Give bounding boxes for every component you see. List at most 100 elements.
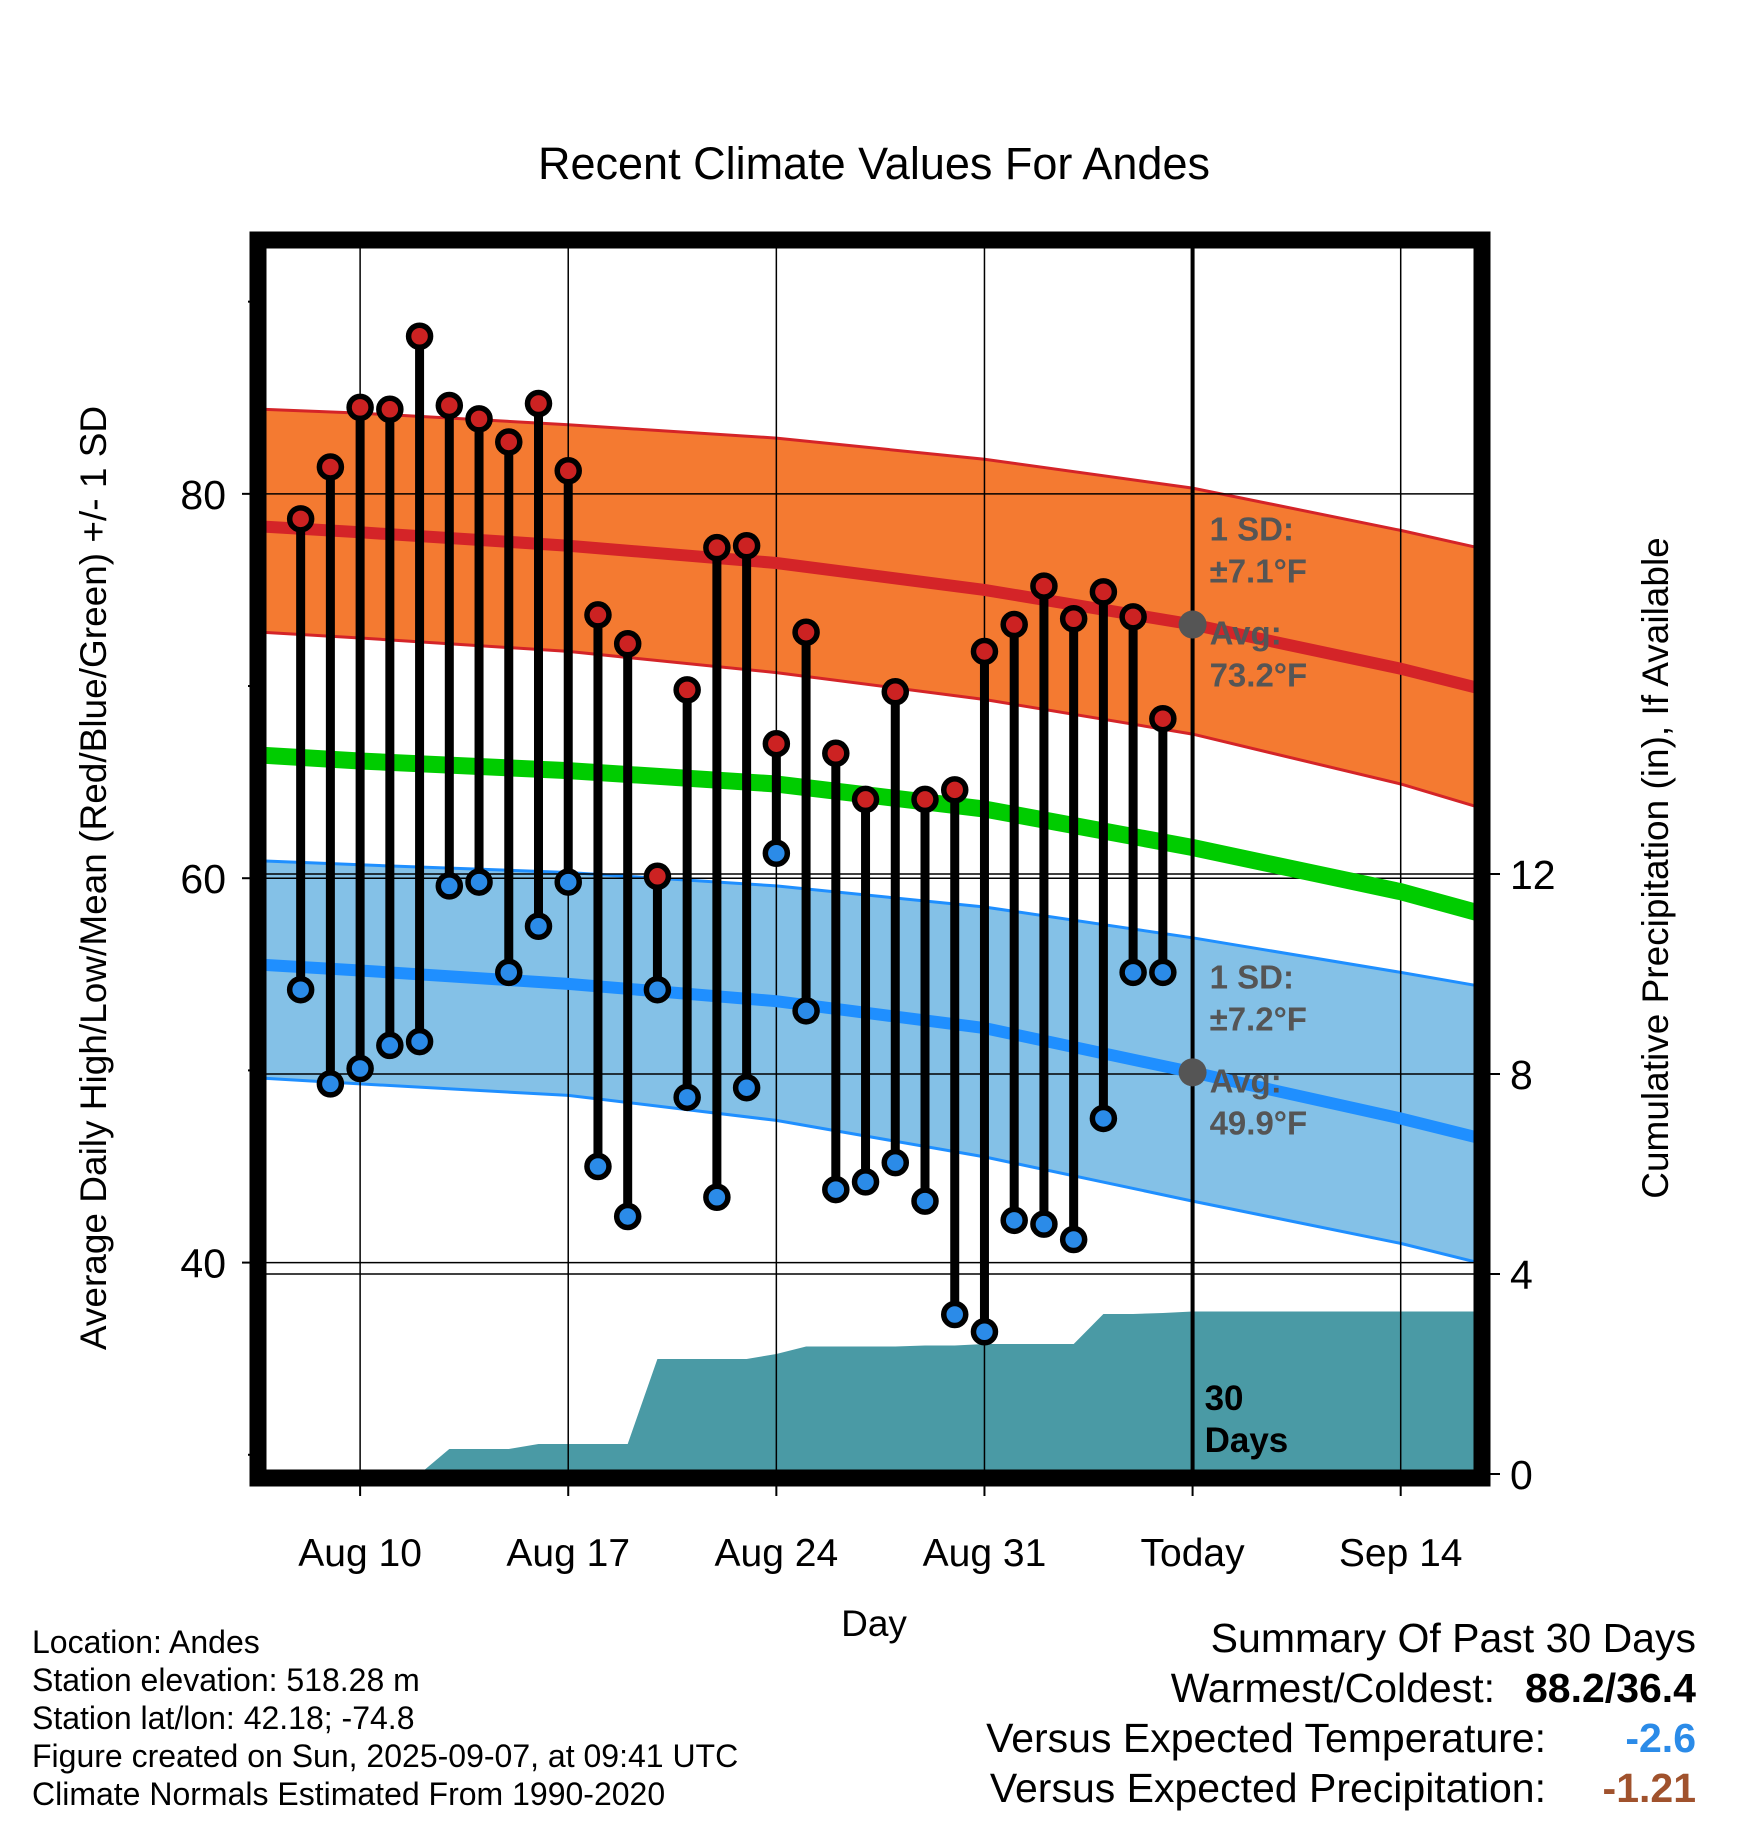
today-high-avg-marker: [1178, 610, 1207, 639]
precip-days-count: 30: [1205, 1379, 1244, 1418]
y2-tick-label: 4: [1510, 1252, 1533, 1298]
high-avg-label: Avg:: [1210, 615, 1282, 652]
location-text: Location: Andes: [32, 1624, 260, 1660]
low-point: [643, 975, 672, 1004]
high-point: [584, 601, 612, 629]
low-point: [822, 1175, 850, 1204]
high-point: [376, 395, 404, 424]
low-point: [1059, 1225, 1088, 1254]
high-point: [732, 531, 761, 560]
elevation-text: Station elevation: 518.28 m: [32, 1662, 420, 1698]
x-tick-label: Aug 10: [298, 1532, 422, 1575]
x-tick-label: Aug 17: [506, 1532, 630, 1575]
x-tick-label: Aug 24: [715, 1532, 839, 1575]
high-point: [613, 630, 642, 658]
high-point: [435, 391, 464, 420]
summary-precip-row: Versus Expected Precipitation: -1.21: [990, 1765, 1696, 1812]
precip-label: Versus Expected Precipitation:: [989, 1765, 1546, 1811]
low-point: [851, 1168, 880, 1196]
low-point: [524, 912, 553, 941]
low-lower-line: [261, 1076, 1479, 1265]
high-point: [286, 505, 315, 533]
high-point: [703, 533, 731, 562]
low-point: [376, 1031, 404, 1060]
low-sd-label: 1 SD:: [1210, 958, 1294, 995]
precip-days-unit: Days: [1205, 1421, 1289, 1460]
high-point: [346, 393, 374, 422]
summary-warmest-row: Warmest/Coldest: 88.2/36.4: [1171, 1665, 1696, 1712]
low-point: [584, 1152, 612, 1181]
y2-tick-label: 12: [1510, 852, 1556, 898]
high-point: [1000, 610, 1028, 639]
high-point: [1030, 572, 1058, 600]
low-point: [495, 958, 523, 987]
temp-label: Versus Expected Temperature:: [986, 1715, 1546, 1761]
high-point: [554, 457, 582, 485]
temp-value: -2.6: [1625, 1715, 1696, 1761]
low-point: [316, 1070, 345, 1098]
high-point: [405, 322, 434, 350]
high-point: [673, 676, 701, 704]
low-point: [1089, 1104, 1118, 1133]
high-point: [643, 862, 672, 891]
mean-normal-line: [261, 746, 1481, 922]
high-sd-value: ±7.1°F: [1210, 553, 1307, 590]
summary-heading: Summary Of Past 30 Days: [1210, 1615, 1696, 1661]
warmest-value: 88.2/36.4: [1525, 1665, 1696, 1711]
x-tick-label: Today: [1141, 1532, 1246, 1575]
station-info: Location: Andes Station elevation: 518.2…: [32, 1623, 738, 1813]
latlon-text: Station lat/lon: 42.18; -74.8: [32, 1700, 415, 1736]
y-tick-label: 80: [180, 472, 226, 518]
low-point: [613, 1202, 642, 1231]
high-point: [524, 389, 553, 418]
low-point: [405, 1027, 434, 1056]
today-low-avg-marker: [1178, 1058, 1207, 1087]
low-point: [881, 1148, 910, 1177]
low-point: [346, 1054, 374, 1083]
high-point: [970, 637, 999, 666]
y-tick-label: 40: [180, 1241, 226, 1287]
low-point: [1149, 958, 1177, 987]
precip-value: -1.21: [1602, 1765, 1696, 1811]
high-point: [881, 678, 910, 706]
high-point: [911, 785, 939, 814]
high-normal-line: [261, 520, 1480, 694]
low-point: [911, 1187, 939, 1215]
low-avg-label: Avg:: [1210, 1062, 1282, 1099]
low-point: [762, 839, 791, 867]
high-point: [316, 453, 345, 481]
low-normal-line: [261, 958, 1480, 1144]
x-axis-label: Day: [841, 1603, 907, 1644]
high-point: [1119, 603, 1147, 631]
low-point: [435, 872, 464, 900]
y-axis-label: Average Daily High/Low/Mean (Red/Blue/Gr…: [73, 406, 114, 1350]
high-point: [822, 739, 850, 768]
chart-title: Recent Climate Values For Andes: [538, 138, 1210, 189]
low-point: [1000, 1206, 1028, 1235]
high-point: [495, 428, 523, 456]
high-sd-band: [262, 409, 1478, 808]
high-point: [465, 405, 493, 433]
low-point: [792, 997, 820, 1025]
plot-frame: [249, 231, 1491, 1487]
y2-tick-label: 8: [1510, 1052, 1533, 1098]
y2-axis-label: Cumulative Precipitation (in), If Availa…: [1635, 537, 1676, 1199]
low-avg-value: 49.9°F: [1210, 1104, 1308, 1141]
created-text: Figure created on Sun, 2025-09-07, at 09…: [32, 1738, 739, 1774]
x-tick-label: Aug 31: [923, 1532, 1047, 1575]
low-point: [286, 975, 315, 1004]
normals-text: Climate Normals Estimated From 1990-2020: [32, 1776, 666, 1812]
precip-area: [262, 1311, 1478, 1474]
high-point: [762, 729, 791, 758]
summary-temp-row: Versus Expected Temperature: -2.6: [986, 1715, 1696, 1762]
y2-tick-label: 0: [1510, 1452, 1533, 1498]
low-point: [554, 868, 582, 896]
high-point: [1089, 578, 1118, 606]
low-point: [703, 1183, 731, 1211]
low-point: [970, 1318, 999, 1346]
high-point: [1059, 605, 1088, 633]
x-tick-label: Sep 14: [1339, 1532, 1463, 1575]
low-point: [673, 1083, 701, 1112]
low-sd-value: ±7.2°F: [1210, 1000, 1307, 1037]
